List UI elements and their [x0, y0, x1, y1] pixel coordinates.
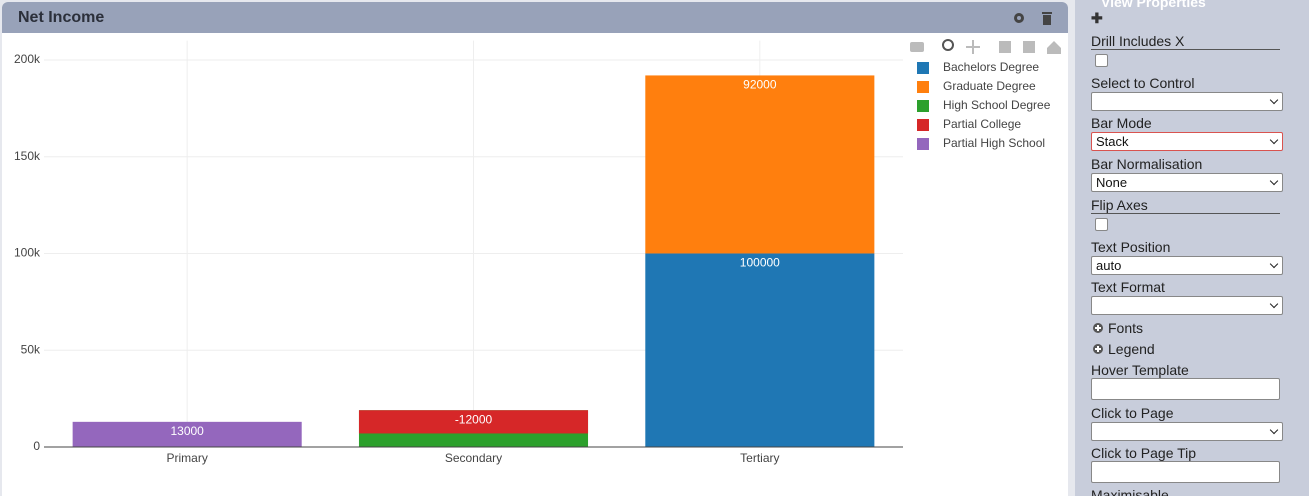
field-label: Click to Page Tip	[1091, 445, 1197, 461]
legend-swatch	[917, 62, 929, 74]
y-tick-label: 200k	[14, 52, 41, 66]
field-label: Flip Axes	[1091, 197, 1148, 213]
section-toggle[interactable]: Fonts	[1108, 320, 1144, 336]
pan-icon[interactable]	[966, 40, 980, 54]
legend-label: Partial High School	[943, 136, 1045, 150]
y-tick-label: 100k	[14, 246, 41, 260]
expand-icon[interactable]	[1093, 323, 1103, 333]
add-icon[interactable]: ✚	[1091, 10, 1103, 26]
checkbox[interactable]	[1095, 218, 1108, 231]
panel-title: View Properties	[1101, 0, 1206, 10]
select[interactable]	[1091, 92, 1283, 111]
select[interactable]	[1091, 422, 1283, 441]
legend-label: Bachelors Degree	[943, 60, 1039, 74]
delete-icon[interactable]	[1042, 12, 1052, 25]
text-input[interactable]	[1091, 461, 1280, 483]
legend-swatch	[917, 100, 929, 112]
field-label: Drill Includes X	[1091, 33, 1185, 49]
x-tick-label: Secondary	[445, 451, 502, 465]
y-tick-label: 0	[33, 439, 40, 453]
home-icon[interactable]	[1047, 41, 1061, 54]
chart: 0 50k 100k 150k 200k Primary Secondary Tertiary…	[14, 39, 1061, 465]
bar	[358, 410, 589, 434]
properties-panel: View Properties ✚ Drill Includes X Selec…	[1075, 0, 1309, 496]
field-label: Bar Mode	[1091, 115, 1152, 131]
value-label: 13000	[170, 424, 204, 438]
widget-card: Net Income 0 50k 100k 150k 200k Primary Second…	[2, 2, 1068, 496]
select[interactable]: Stack	[1091, 132, 1283, 151]
select[interactable]	[1091, 296, 1283, 315]
legend-swatch	[917, 81, 929, 93]
field-label: Select to Control	[1091, 75, 1195, 91]
bar	[645, 253, 875, 447]
legend-swatch	[917, 138, 929, 150]
bar	[72, 421, 302, 447]
settings-icon[interactable]	[1014, 13, 1024, 23]
value-label: 100000	[740, 256, 780, 270]
field-label: Hover Template	[1091, 362, 1189, 378]
x-tick-label: Primary	[166, 451, 207, 465]
field-label: Click to Page	[1091, 405, 1174, 421]
legend-swatch	[917, 119, 929, 131]
legend-label: Partial College	[943, 117, 1021, 131]
field-label: Maximisable	[1091, 487, 1169, 496]
legend-label: Graduate Degree	[943, 79, 1036, 93]
select[interactable]: auto	[1091, 256, 1283, 275]
widget-title: Net Income	[18, 9, 105, 26]
field-label: Bar Normalisation	[1091, 156, 1203, 172]
field-label: Text Position	[1091, 239, 1171, 255]
expand-icon[interactable]	[1093, 344, 1103, 354]
bar	[645, 75, 875, 254]
header-icons	[1014, 12, 1052, 25]
y-tick-label: 50k	[21, 342, 41, 356]
modebar	[910, 39, 1061, 54]
zoom-icon[interactable]	[942, 39, 954, 51]
y-tick-label: 150k	[14, 149, 41, 163]
select[interactable]: None	[1091, 173, 1283, 192]
legend-label: High School Degree	[943, 98, 1051, 112]
field-underline	[1091, 213, 1280, 214]
zoom-out-icon[interactable]	[1023, 41, 1035, 53]
zoom-in-icon[interactable]	[999, 41, 1011, 53]
camera-icon[interactable]	[910, 42, 924, 52]
value-label: -12000	[455, 412, 493, 426]
checkbox[interactable]	[1095, 54, 1108, 67]
text-input[interactable]	[1091, 378, 1280, 400]
field-label: Text Format	[1091, 279, 1165, 295]
field-underline	[1091, 49, 1280, 50]
section-toggle[interactable]: Legend	[1108, 341, 1155, 357]
value-label: 92000	[743, 78, 777, 92]
x-tick-label: Tertiary	[740, 451, 779, 465]
widget-header: Net Income	[2, 2, 1068, 33]
